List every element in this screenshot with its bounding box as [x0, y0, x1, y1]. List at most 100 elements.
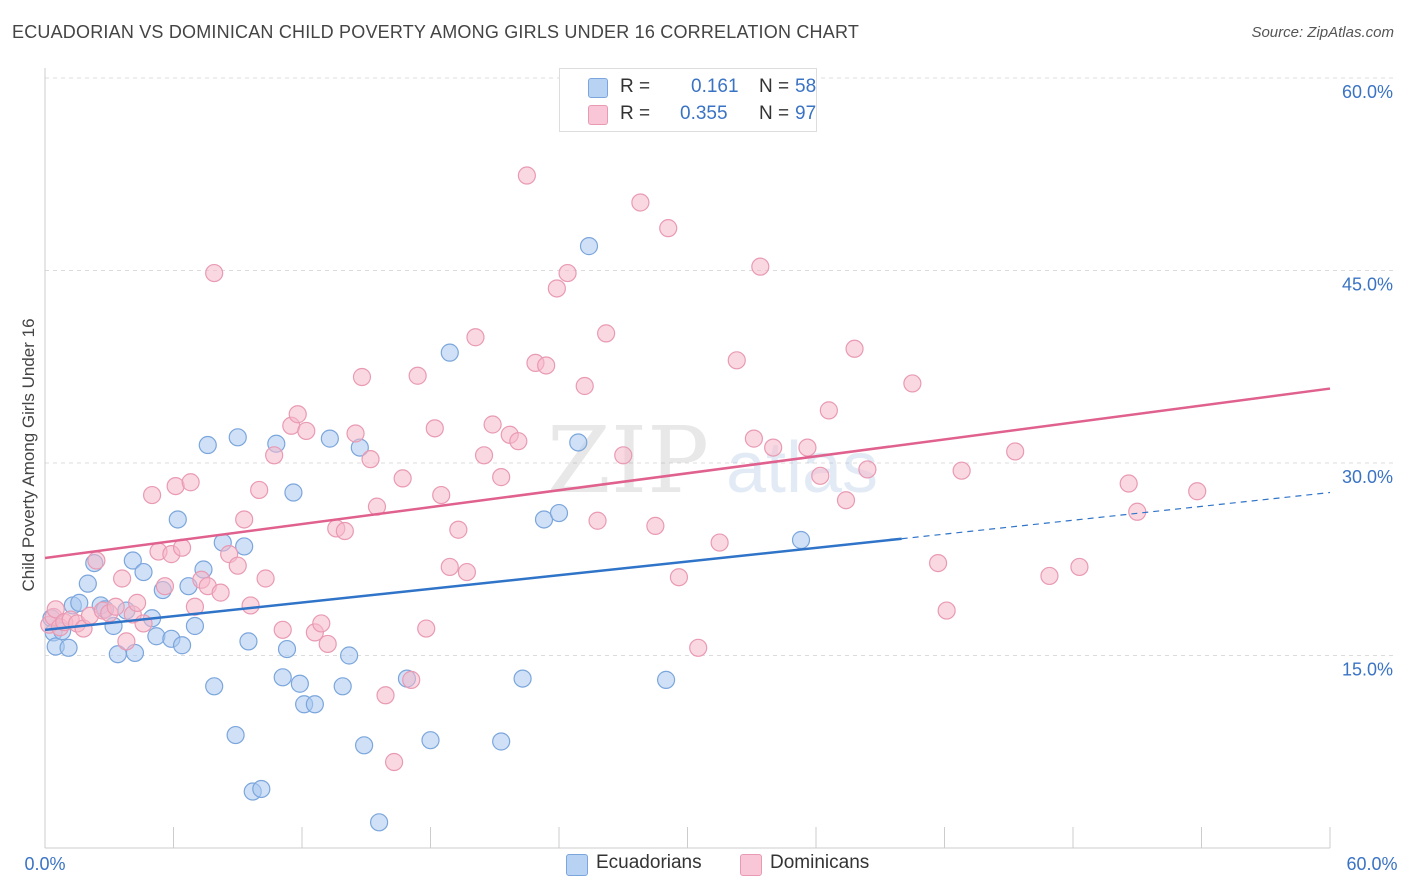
ecuadorian-point	[370, 813, 389, 832]
r-value: 0.355	[680, 103, 728, 124]
dominican-point	[492, 468, 511, 487]
dominican-point	[408, 366, 427, 385]
r-label: R =	[620, 76, 651, 97]
dominican-point	[112, 569, 132, 588]
dominican-point	[449, 520, 468, 539]
y-tick-label: 60.0%	[1342, 82, 1393, 102]
ecuadorians-trend-extension	[901, 491, 1331, 540]
ecuadorian-point	[226, 725, 245, 745]
dominicans-swatch	[588, 105, 608, 125]
dominican-point	[181, 473, 200, 492]
dominican-point	[547, 279, 566, 298]
ecuadorian-point	[235, 537, 254, 556]
dominican-point	[440, 557, 459, 577]
ecuadorian-point	[172, 636, 192, 655]
x-tick-label: 0.0%	[24, 854, 65, 874]
ecuadorian-point	[239, 632, 258, 651]
dominican-point	[509, 432, 528, 451]
ecuadorian-point	[333, 677, 352, 696]
ecuadorians-trend-line	[44, 537, 902, 632]
dominican-point	[46, 600, 65, 619]
dominican-point	[335, 521, 354, 541]
series-dominicans	[40, 166, 1207, 772]
dominican-point	[87, 551, 106, 570]
dominican-point	[937, 601, 956, 620]
ecuadorians-swatch	[566, 854, 588, 876]
watermark: ZIP atlas	[547, 407, 878, 514]
y-tick-label: 30.0%	[1342, 467, 1393, 487]
dominican-point	[142, 485, 162, 505]
dominican-point	[1128, 502, 1147, 521]
chart-title: ECUADORIAN VS DOMINICAN CHILD POVERTY AM…	[12, 22, 860, 42]
dominican-point	[402, 670, 421, 689]
dominican-point	[1119, 474, 1138, 493]
dominican-point	[352, 367, 372, 387]
ecuadorian-point	[340, 646, 359, 665]
dominican-point	[1040, 566, 1059, 586]
dominican-point	[235, 510, 254, 529]
ecuadorian-point	[205, 677, 224, 696]
dominican-point	[517, 166, 536, 185]
dominican-point	[297, 421, 316, 441]
ecuadorian-point	[569, 433, 588, 452]
dominicans-swatch	[740, 854, 762, 876]
dominican-point	[228, 556, 247, 575]
dominican-point	[250, 480, 269, 500]
dominican-point	[614, 446, 633, 465]
dominican-point	[384, 752, 404, 772]
ecuadorian-point	[273, 668, 292, 687]
dominican-point	[376, 686, 395, 705]
y-axis-label: Child Poverty Among Girls Under 16	[19, 318, 38, 592]
dominican-point	[1070, 557, 1089, 577]
dominican-point	[288, 405, 307, 424]
ecuadorian-point	[656, 670, 676, 689]
dominican-point	[575, 376, 594, 396]
dominicans-trend-line	[44, 387, 1331, 560]
dominican-point	[483, 415, 502, 434]
dominican-point	[727, 351, 746, 370]
trend-lines	[44, 387, 1331, 632]
y-tick-label: 15.0%	[1342, 660, 1393, 680]
dominican-point	[256, 569, 275, 588]
dominican-point	[117, 632, 136, 651]
dominican-point	[241, 596, 260, 615]
legend-label: Dominicans	[770, 852, 870, 873]
dominican-point	[811, 466, 830, 485]
correlation-legend: R = 0.161 N = 58 R = 0.355 N = 97	[559, 68, 817, 132]
ecuadorian-point	[78, 574, 97, 593]
ecuadorian-point	[59, 638, 78, 657]
ecuadorian-point	[320, 429, 339, 448]
dominican-point	[845, 339, 864, 358]
dominican-point	[312, 614, 331, 633]
ecuadorian-point	[549, 503, 569, 523]
dominican-point	[127, 593, 147, 612]
source-label: Source: ZipAtlas.com	[1251, 24, 1394, 41]
dominican-point	[597, 324, 616, 343]
dominican-point	[417, 619, 436, 638]
tick-labels: 15.0% 30.0% 45.0% 60.0% 0.0% 60.0%	[24, 82, 1397, 874]
dominican-point	[361, 450, 380, 469]
dominican-point	[346, 424, 365, 443]
ecuadorian-point	[147, 627, 166, 646]
ecuadorian-point	[513, 669, 532, 688]
y-tick-label: 45.0%	[1342, 275, 1393, 295]
dominican-point	[744, 429, 763, 448]
ecuadorian-point	[421, 731, 440, 750]
dominican-point	[318, 634, 337, 654]
dominican-point	[425, 419, 444, 438]
dominican-point	[106, 597, 125, 616]
dominican-point	[1188, 482, 1207, 501]
dominican-point	[1006, 442, 1025, 461]
ecuadorian-point	[228, 428, 247, 447]
dominican-point	[836, 491, 856, 510]
gridlines	[45, 77, 1395, 656]
dominican-point	[928, 553, 948, 573]
dominican-point	[537, 356, 556, 375]
ecuadorian-point	[168, 510, 187, 529]
dominican-point	[166, 477, 185, 496]
dominican-point	[646, 516, 665, 535]
ecuadorian-point	[290, 674, 309, 693]
dominican-point	[798, 438, 817, 457]
ecuadorian-point	[252, 779, 271, 799]
dominican-point	[669, 568, 689, 587]
